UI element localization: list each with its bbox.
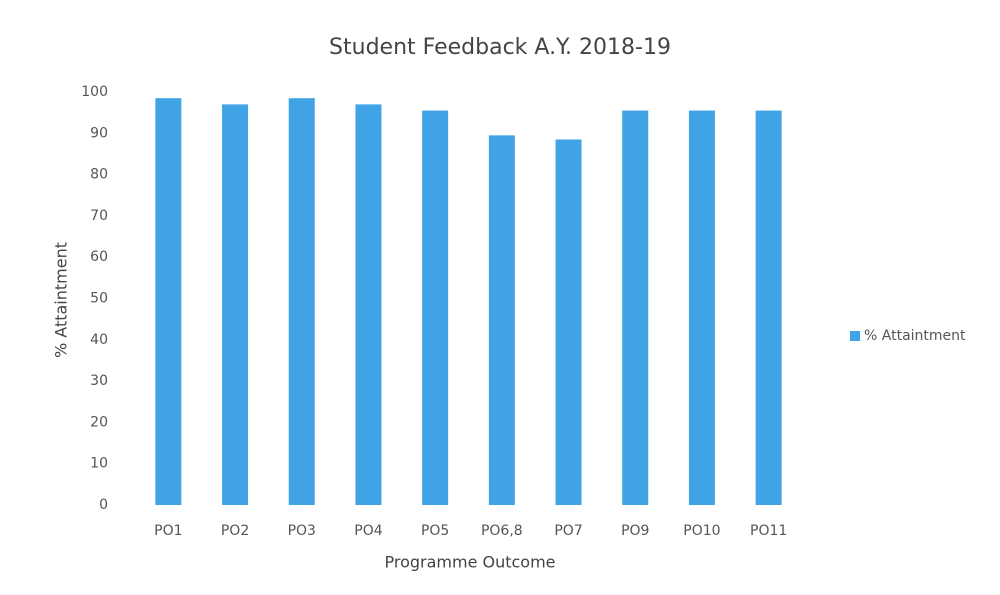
x-tick-label: PO10 <box>683 523 720 539</box>
bar <box>288 98 315 505</box>
chart-title: Student Feedback A.Y. 2018-19 <box>329 35 671 60</box>
y-tick-label: 0 <box>99 497 108 513</box>
x-tick-label: PO9 <box>621 523 649 539</box>
x-tick-label: PO1 <box>154 523 182 539</box>
bar <box>622 110 649 506</box>
y-tick-label: 10 <box>90 456 108 472</box>
y-tick-label: 90 <box>90 125 108 141</box>
x-tick-label: PO3 <box>288 523 316 539</box>
bar <box>488 135 515 506</box>
legend-label: % Attaintment <box>864 328 966 344</box>
x-tick-label: PO6,8 <box>481 523 523 539</box>
x-axis-title: Programme Outcome <box>384 553 555 572</box>
y-tick-label: 40 <box>90 332 108 348</box>
x-tick-label: PO5 <box>421 523 449 539</box>
bar <box>422 110 449 506</box>
y-tick-label: 100 <box>81 84 108 100</box>
bar <box>222 104 249 505</box>
y-tick-label: 30 <box>90 373 108 389</box>
y-tick-label: 20 <box>90 414 108 430</box>
y-axis-title: % Attaintment <box>52 242 71 358</box>
y-tick-label: 70 <box>90 208 108 224</box>
x-tick-label: PO7 <box>554 523 582 539</box>
legend-swatch <box>850 331 860 341</box>
x-tick-label: PO4 <box>354 523 382 539</box>
bar <box>555 139 582 505</box>
y-tick-label: 60 <box>90 249 108 265</box>
bar <box>155 98 182 505</box>
bar <box>688 110 715 506</box>
bar <box>755 110 782 506</box>
x-tick-label: PO11 <box>750 523 787 539</box>
y-tick-label: 50 <box>90 291 108 307</box>
y-tick-label: 80 <box>90 167 108 183</box>
bar <box>355 104 382 505</box>
x-tick-label: PO2 <box>221 523 249 539</box>
